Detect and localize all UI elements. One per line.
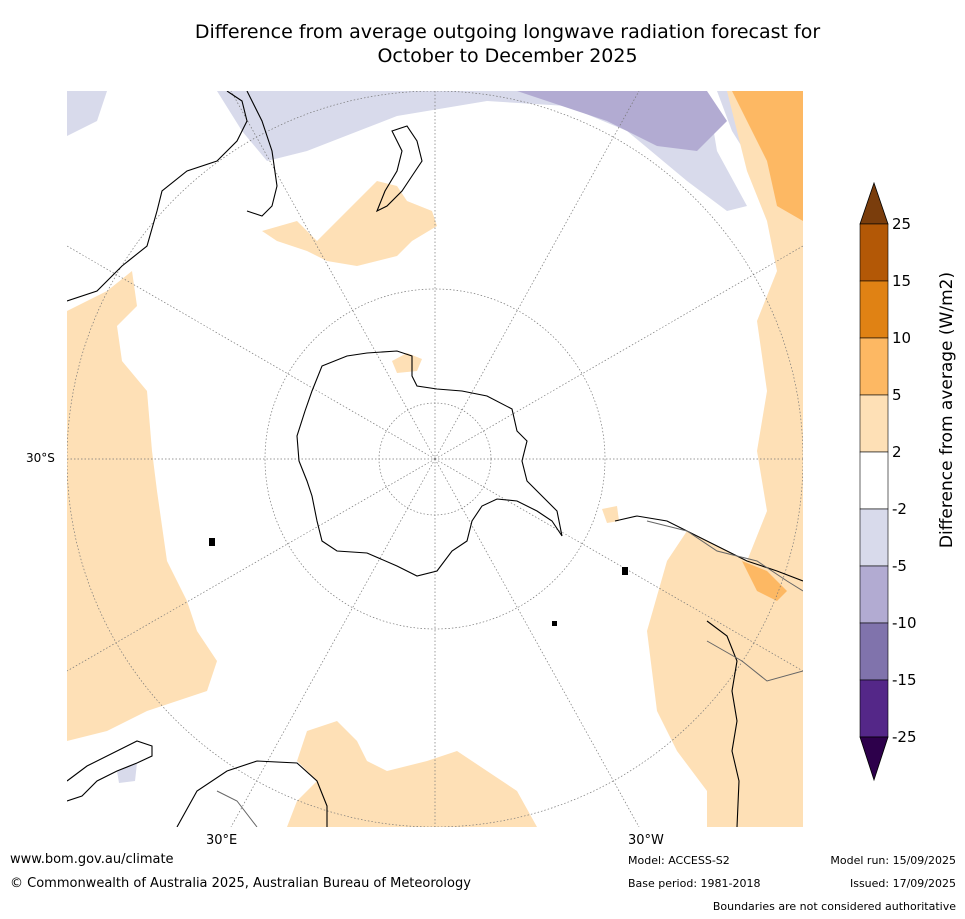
anomaly-orange-spot-1 — [392, 353, 422, 373]
colorbar-tick: 15 — [892, 272, 912, 290]
colorbar-segment-m5-m2 — [859, 508, 889, 567]
anomaly-lavender-sw — [117, 763, 137, 783]
south-america-coastline — [614, 515, 803, 582]
colorbar-tick: 10 — [892, 329, 912, 347]
colorbar-tick: -25 — [892, 728, 917, 746]
colorbar-segment-15-25 — [859, 223, 889, 282]
australia-coastline-east — [246, 91, 278, 217]
colorbar-segment-m15-m10 — [859, 622, 889, 681]
anomaly-orange-spot-2 — [602, 506, 619, 523]
africa-coastline-2 — [176, 760, 328, 827]
anomaly-orange-spot-3 — [742, 561, 787, 601]
island-kerguelen — [209, 538, 215, 546]
model-text: Model: ACCESS-S2 — [628, 854, 730, 867]
colorbar — [857, 181, 965, 782]
anomaly-orange-east-strong — [732, 91, 803, 221]
anomaly-orange-east — [647, 91, 803, 827]
colorbar-tick: -15 — [892, 671, 917, 689]
lon-label-30w: 30°W — [628, 833, 664, 848]
issued-text: Issued: 17/09/2025 — [849, 877, 956, 890]
colorbar-label: Difference from average (W/m2) — [937, 271, 957, 549]
south-america-coastline-2 — [706, 620, 740, 827]
colorbar-segment-m10-m5 — [859, 565, 889, 624]
title-line-2: October to December 2025 — [377, 45, 638, 67]
colorbar-tick: -10 — [892, 614, 917, 632]
colorbar-extend-top — [859, 181, 889, 225]
colorbar-tick: -5 — [892, 557, 907, 575]
disclaimer-text: Boundaries are not considered authoritat… — [712, 900, 956, 913]
colorbar-segment-5-10 — [859, 337, 889, 396]
colorbar-tick: 5 — [892, 386, 902, 404]
country-boundary-sa-2 — [706, 640, 803, 682]
anomaly-orange-west — [67, 271, 217, 741]
lat-label-30s: 30°S — [26, 451, 55, 465]
antarctica-coastline — [296, 350, 563, 577]
country-boundary-africa — [216, 790, 258, 827]
colorbar-tick: 2 — [892, 443, 902, 461]
lon-label-30e: 30°E — [206, 833, 238, 848]
website-link[interactable]: www.bom.gov.au/climate — [10, 852, 174, 867]
africa-coastline — [67, 740, 153, 802]
model-run-text: Model run: 15/09/2025 — [830, 854, 956, 867]
new-zealand-coastline — [375, 125, 423, 213]
island-bouvet — [552, 621, 557, 626]
anomaly-orange-nz — [262, 181, 437, 266]
colorbar-extend-bottom — [859, 736, 889, 782]
colorbar-segment-10-15 — [859, 280, 889, 339]
base-period-text: Base period: 1981-2018 — [628, 877, 761, 890]
country-boundary-sa — [646, 520, 803, 592]
map-title: Difference from average outgoing longwav… — [60, 20, 955, 68]
colorbar-tick: -2 — [892, 500, 907, 518]
island-south-georgia — [622, 567, 628, 575]
anomaly-orange-south — [287, 721, 537, 827]
colorbar-segment-2-5 — [859, 394, 889, 453]
colorbar-segment-m2-2 — [859, 451, 889, 510]
colorbar-tick: 25 — [892, 215, 912, 233]
title-line-1: Difference from average outgoing longwav… — [194, 21, 821, 43]
colorbar-segment-m25-m15 — [859, 679, 889, 738]
copyright-text: © Commonwealth of Australia 2025, Austra… — [10, 876, 471, 891]
australia-coastline — [67, 91, 248, 302]
polar-map — [67, 91, 803, 827]
